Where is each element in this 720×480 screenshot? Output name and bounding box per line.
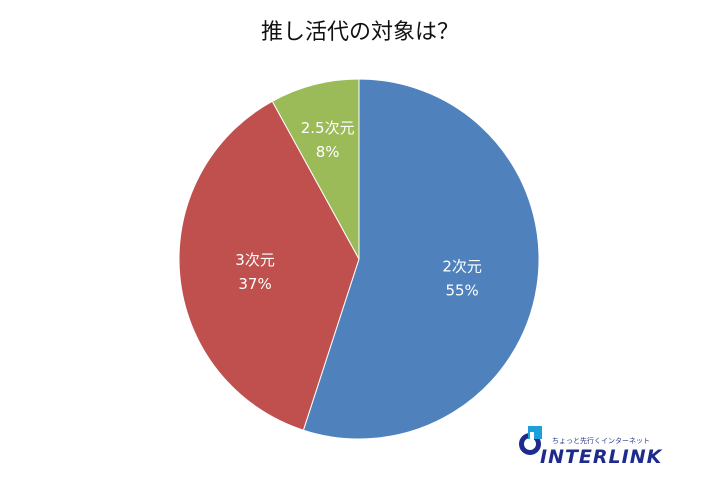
pie-slice bbox=[271, 78, 360, 260]
slice-category-label: 2次元 bbox=[442, 257, 482, 275]
chart-title: 推し活代の対象は？ bbox=[260, 20, 459, 45]
pie-slice bbox=[302, 78, 540, 440]
slice-category-label: 3次元 bbox=[235, 251, 275, 269]
logo-wordmark: INTERLINK bbox=[540, 446, 663, 468]
slice-category-label: 2.5次元 bbox=[301, 119, 355, 137]
pie-slice bbox=[178, 100, 360, 431]
slice-value-label: 55% bbox=[445, 281, 478, 299]
logo-tagline: ちょっと先行くインターネット bbox=[552, 437, 650, 445]
interlink-logo-mark bbox=[519, 426, 542, 455]
slice-value-label: 8% bbox=[316, 143, 340, 161]
slice-value-label: 37% bbox=[238, 275, 271, 293]
